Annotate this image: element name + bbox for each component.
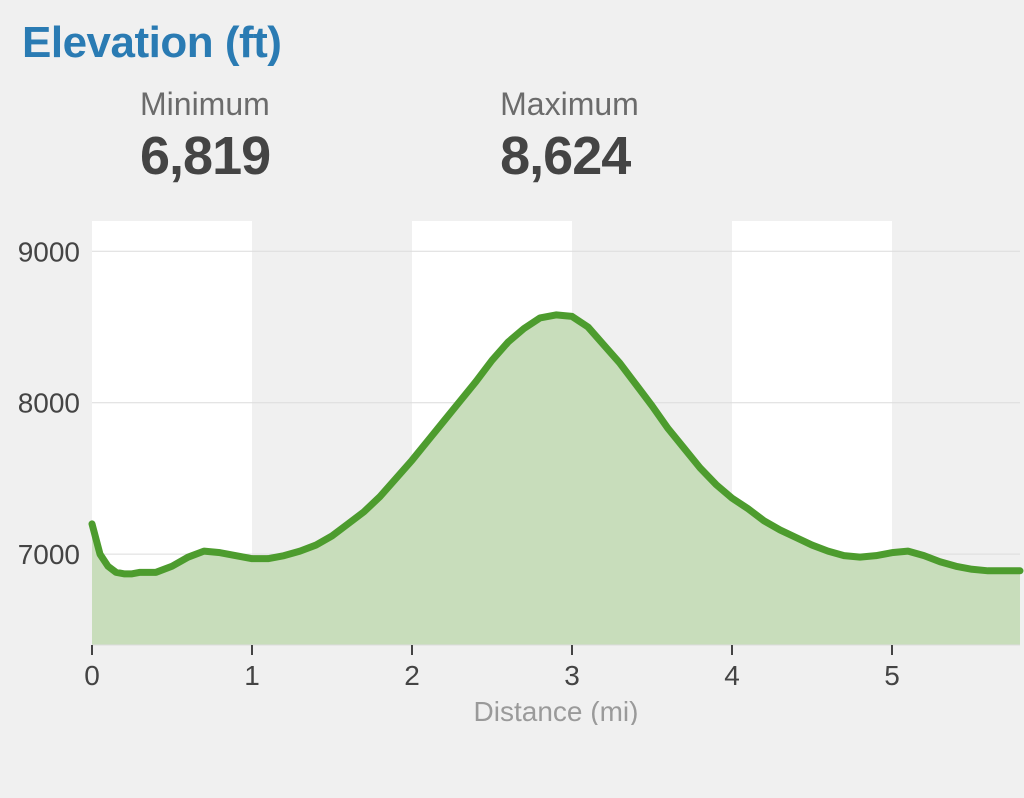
svg-text:7000: 7000 [18,539,80,570]
stat-min: Minimum 6,819 [140,86,270,187]
stat-max-value: 8,624 [500,125,639,187]
svg-text:Distance (mi): Distance (mi) [474,696,639,725]
elevation-chart: 7000 8000 9000 0 1 2 3 4 5 Distance (mi) [0,215,1024,725]
page-title: Elevation (ft) [22,18,1004,68]
elevation-chart-svg: 7000 8000 9000 0 1 2 3 4 5 Distance (mi) [0,215,1024,725]
stat-max-label: Maximum [500,86,639,123]
stat-max: Maximum 8,624 [500,86,639,187]
svg-text:4: 4 [724,660,740,691]
stat-min-label: Minimum [140,86,270,123]
svg-text:2: 2 [404,660,420,691]
svg-text:1: 1 [244,660,260,691]
stats-row: Minimum 6,819 Maximum 8,624 [140,86,1004,187]
svg-text:0: 0 [84,660,100,691]
svg-text:3: 3 [564,660,580,691]
svg-text:5: 5 [884,660,900,691]
stat-min-value: 6,819 [140,125,270,187]
svg-text:8000: 8000 [18,388,80,419]
svg-text:9000: 9000 [18,236,80,267]
